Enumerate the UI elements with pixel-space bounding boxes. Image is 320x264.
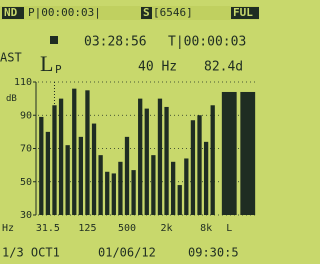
bar xyxy=(164,107,168,215)
screen: ND P|00:00:03| S [6546] FUL 03:28:56 T|0… xyxy=(0,0,259,264)
parameter-sub: P xyxy=(55,63,62,76)
elapsed: T|00:00:03 xyxy=(168,35,246,50)
bar xyxy=(85,90,89,215)
bar xyxy=(118,162,122,215)
x-tick-label: 8k xyxy=(200,223,212,234)
y-tick-label: 30 xyxy=(20,210,32,221)
x-tick-label: 500 xyxy=(118,223,136,234)
bar xyxy=(197,115,201,215)
store-count: [6546] xyxy=(153,6,193,19)
bar xyxy=(184,158,188,215)
y-tick-label: 70 xyxy=(20,144,32,155)
x-tick-label: L xyxy=(226,223,232,234)
x-tick-label: 31.5 xyxy=(36,223,60,234)
weighting: AST xyxy=(0,51,22,65)
bar xyxy=(151,155,155,215)
y-tick-label: 110 xyxy=(14,77,32,88)
bar xyxy=(72,89,76,215)
bar xyxy=(46,132,50,215)
x-tick-label: 2k xyxy=(161,223,173,234)
bar xyxy=(171,162,175,215)
preset-time: P|00:00:03| xyxy=(28,6,101,19)
x-tick-label: 125 xyxy=(78,223,96,234)
clock: 03:28:56 xyxy=(84,35,147,50)
footer-time: 09:30:5 xyxy=(188,246,239,260)
bar xyxy=(79,137,83,215)
bar xyxy=(145,109,149,215)
bar xyxy=(158,99,162,215)
bar xyxy=(178,185,182,215)
bar xyxy=(222,92,237,215)
bar xyxy=(125,137,129,215)
bar xyxy=(112,173,116,215)
record-icon xyxy=(50,36,58,44)
bar xyxy=(240,92,255,215)
bar xyxy=(39,117,43,215)
bar xyxy=(211,105,215,215)
mode: ND xyxy=(4,6,18,19)
y-tick-label: 90 xyxy=(20,110,32,121)
bar xyxy=(66,145,70,215)
y-tick-label: 50 xyxy=(20,177,32,188)
memory: FUL xyxy=(233,6,253,19)
store: S xyxy=(143,6,150,19)
bar xyxy=(204,142,208,215)
date: 01/06/12 xyxy=(98,246,156,260)
x-axis-label: Hz xyxy=(2,223,14,234)
band-mode: 1/3 OCT1 xyxy=(2,246,60,260)
level: 82.4d xyxy=(204,60,243,75)
bar xyxy=(131,170,135,215)
bar xyxy=(92,124,96,215)
frequency: 40 Hz xyxy=(138,60,177,75)
bar xyxy=(138,99,142,215)
bar xyxy=(98,155,102,215)
bar xyxy=(59,99,63,215)
bar xyxy=(105,172,109,215)
bar xyxy=(191,120,195,215)
parameter: L xyxy=(40,51,53,76)
unit-label: dB xyxy=(6,94,17,104)
